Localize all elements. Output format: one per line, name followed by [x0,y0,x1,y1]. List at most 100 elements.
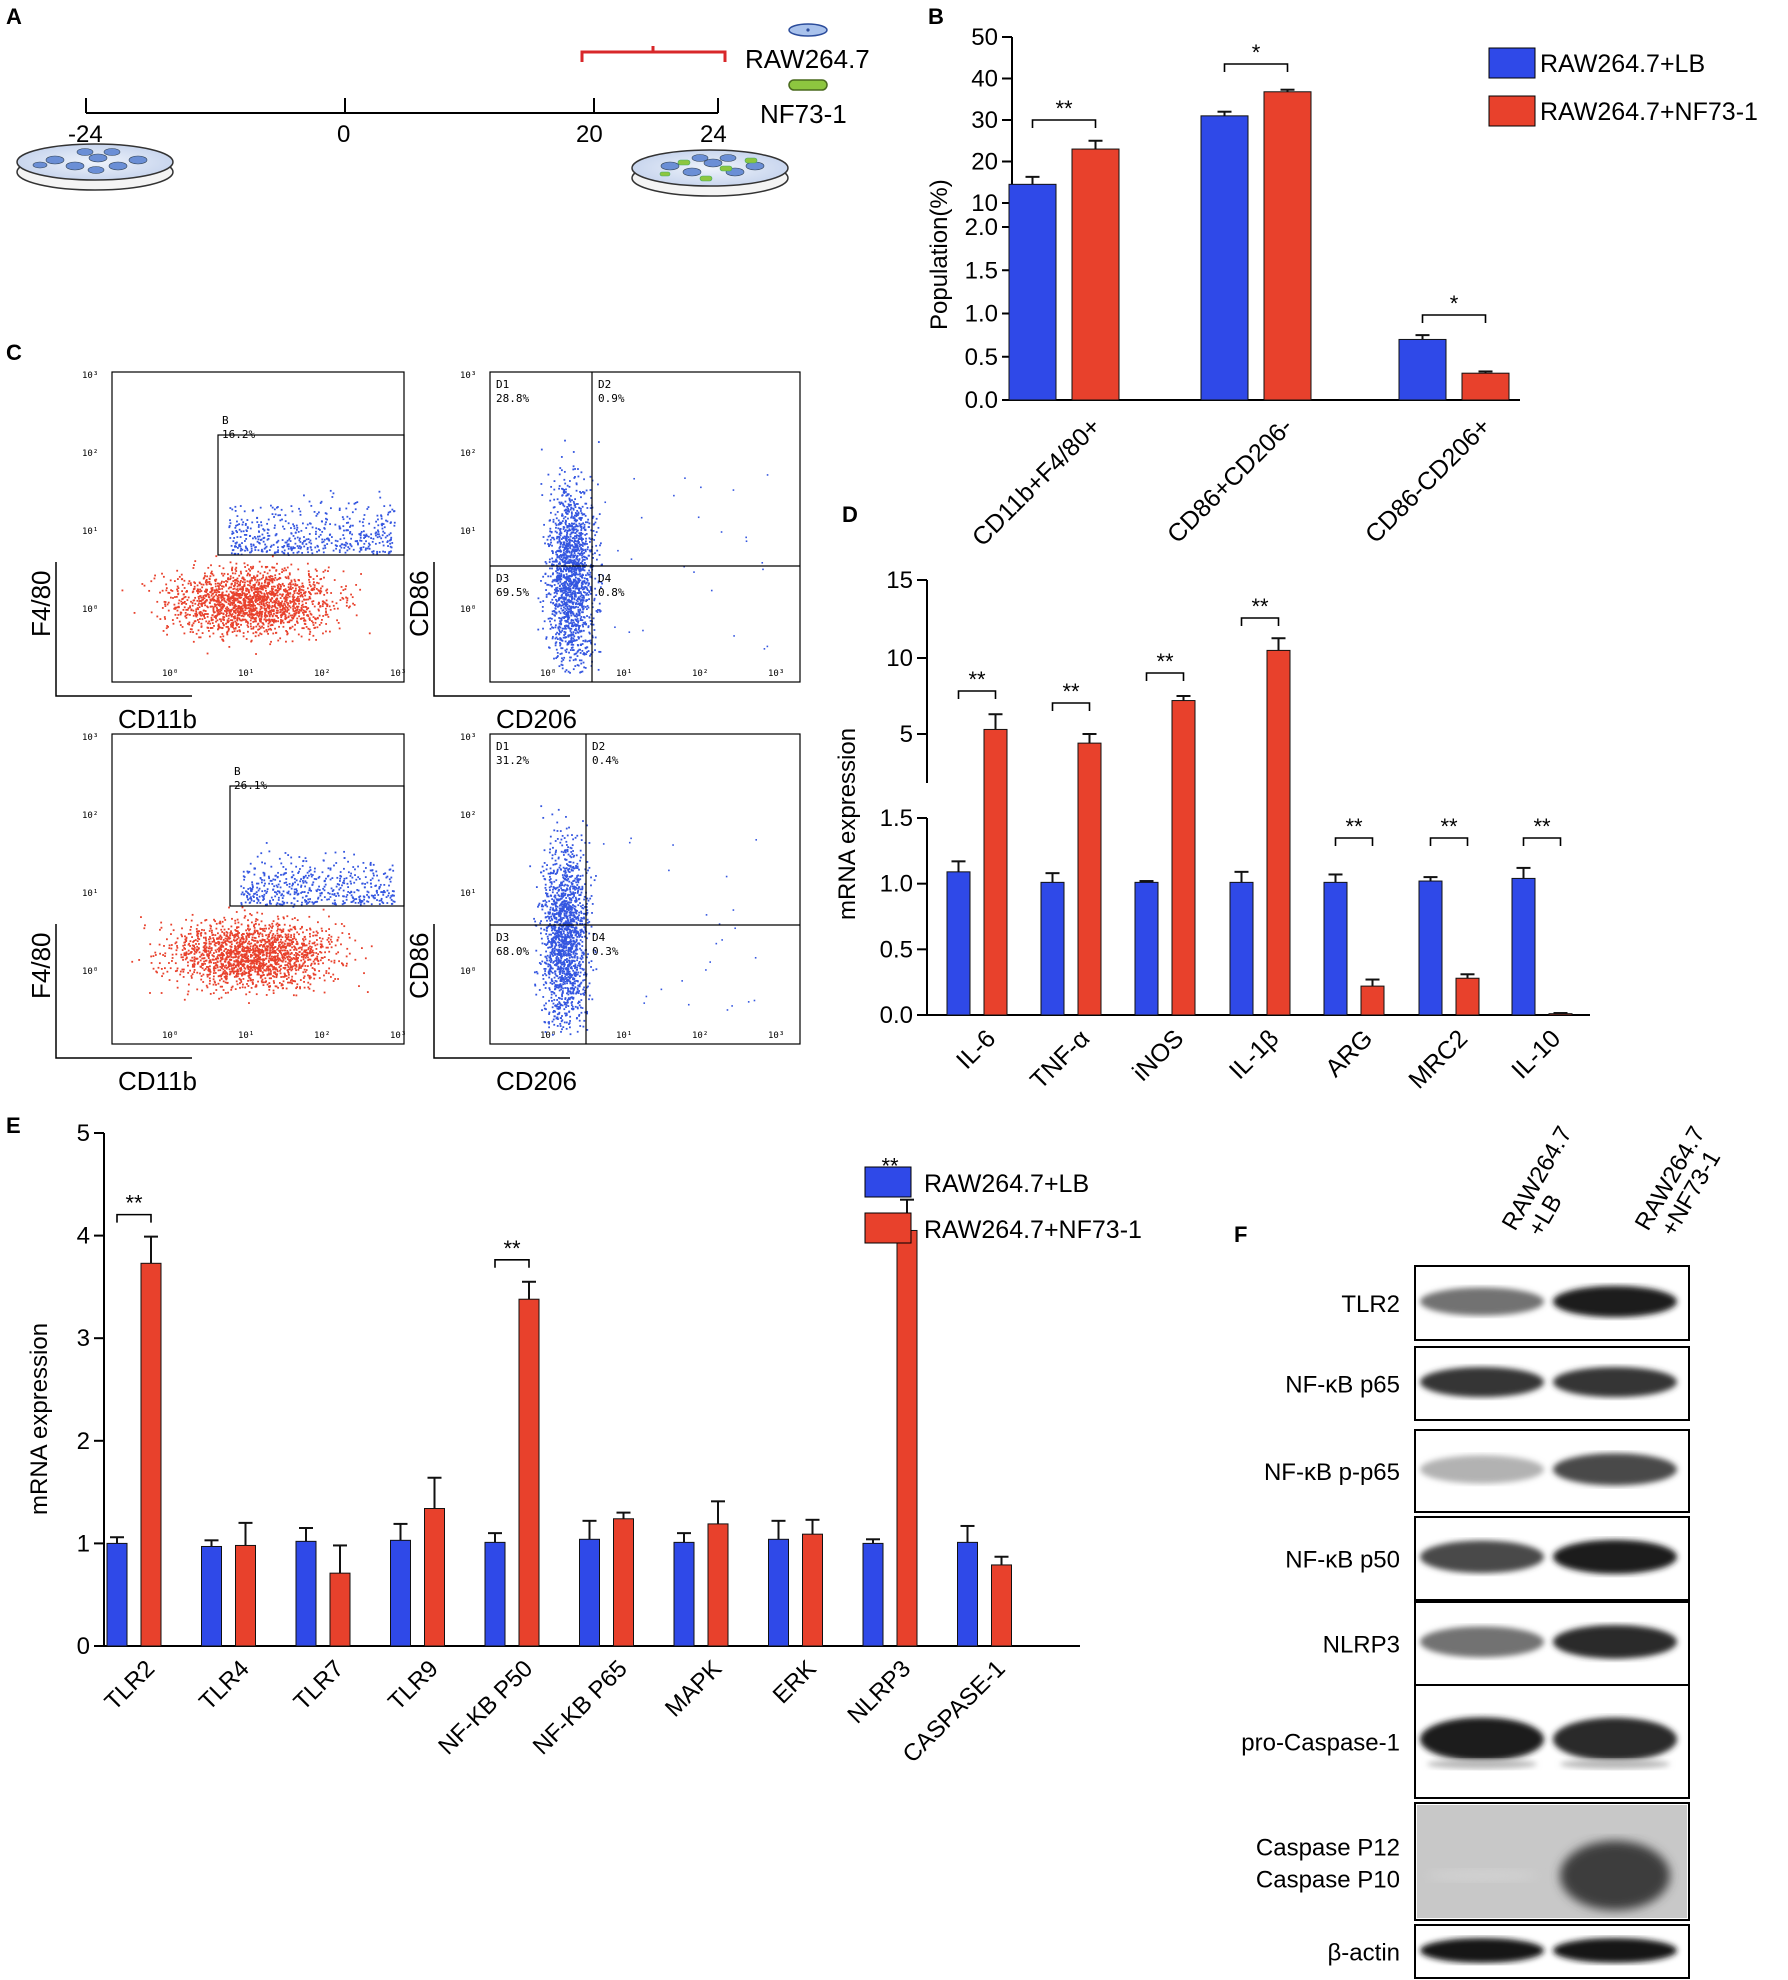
facs-event [216,614,218,617]
facs-event [268,569,271,572]
facs-event [581,670,584,673]
facs-event [179,611,182,614]
facs-event [289,602,292,604]
facs-event [572,545,575,548]
facs-event [203,597,206,600]
facs-event [578,517,581,520]
facs-event [215,604,217,606]
facs-event [567,618,570,621]
facs-event [205,918,208,921]
facs-event [570,580,572,583]
facs-event [259,953,262,955]
facs-axis [55,562,192,697]
facs-event [566,505,569,508]
facs-event [176,980,179,983]
facs-event [271,585,273,588]
facs-event [720,531,723,533]
facs-event [240,607,243,609]
y-tick-label: 50 [971,24,998,51]
facs-event [311,949,314,952]
facs-event [557,562,560,565]
facs-event [176,946,179,949]
facs-event [262,623,265,626]
facs-event [216,607,219,610]
panel-b-significance: **** [1031,40,1487,323]
facs-event [567,586,570,589]
facs-event [252,605,254,608]
facs-event [247,590,250,593]
facs-event [219,618,222,621]
facs-event [222,968,225,971]
facs-event [307,615,310,618]
facs-event [241,577,244,580]
facs-event [271,615,274,618]
facs-event [264,611,267,614]
facs-event [322,551,325,554]
facs-event [296,608,299,611]
facs-event [561,584,564,587]
facs-event [187,622,189,625]
facs-event [572,605,575,608]
facs-event [266,965,269,968]
facs-event [303,622,306,625]
facs-event [213,980,216,983]
facs-event [316,550,318,553]
facs-event [223,599,226,602]
facs-event [234,579,237,582]
facs-event [570,507,573,509]
facs-event [233,605,236,607]
facs-event [563,591,566,594]
facs-event [194,582,197,585]
facs-event [569,569,572,572]
facs-event [288,973,290,976]
facs-event [549,593,552,596]
facs-event [291,595,294,598]
facs-event [580,519,582,521]
facs-event [261,613,263,615]
facs-event [230,601,232,604]
facs-event [553,610,555,612]
facs-event [279,928,281,931]
facs-event [269,954,271,957]
facs-event [222,613,225,616]
facs-event [265,941,268,944]
facs-event [564,529,567,532]
facs-event [303,591,306,594]
facs-event [184,615,187,618]
facs-event [217,932,219,935]
facs-event [285,640,287,643]
facs-event [340,962,343,965]
facs-event [563,526,566,529]
facs-event [237,601,239,604]
facs-event [382,544,385,547]
facs-event [292,598,294,601]
facs-event [545,636,548,639]
facs-event [554,560,557,563]
facs-event [352,602,354,605]
facs-event [569,567,572,569]
facs-event [642,629,644,632]
facs-event [226,606,229,609]
facs-event [376,550,378,553]
facs-event [257,973,260,976]
facs-event [564,516,567,518]
facs-event [573,571,576,574]
facs-event [317,582,320,585]
facs-event [258,610,261,613]
facs-axis [55,924,192,1059]
facs-event [196,584,199,587]
facs-event [280,929,283,932]
facs-event [234,582,236,584]
facs-event [198,636,201,639]
significance-mark: ** [1055,96,1073,121]
facs-event [271,940,274,943]
facs-event [323,593,326,596]
facs-event [264,598,267,601]
facs-event [230,970,233,973]
facs-event [240,588,243,591]
facs-event [567,610,569,613]
facs-event [258,581,260,584]
facs-event [581,545,584,547]
facs-event [329,533,332,536]
facs-event [568,540,571,543]
